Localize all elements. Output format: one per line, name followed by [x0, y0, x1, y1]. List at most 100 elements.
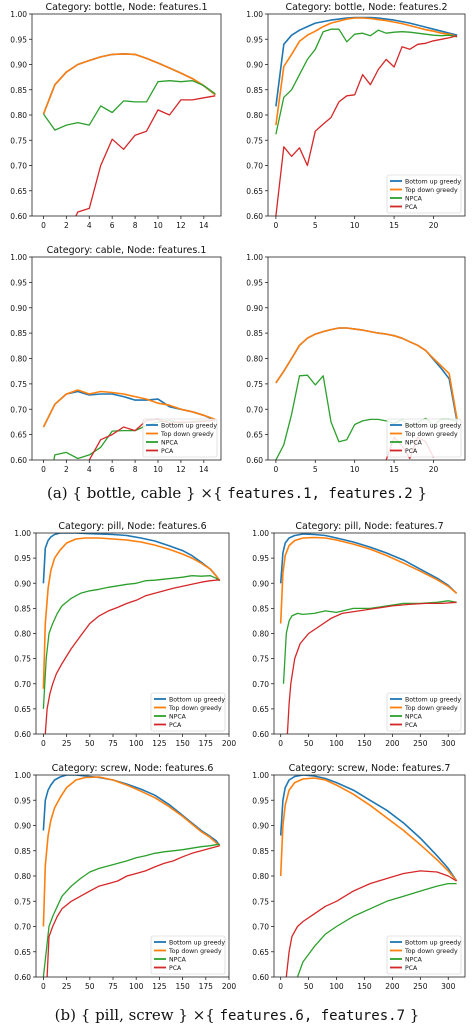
- chart-panel-3: Category: cable, Node: features.1 0.60 0.6…: [10, 245, 222, 474]
- legend-label: PCA: [405, 965, 418, 972]
- legend-box: [150, 692, 226, 732]
- x-tick-label: 14: [199, 221, 209, 230]
- series-line-pca: [46, 845, 220, 977]
- x-tick-label: 10: [350, 465, 360, 474]
- y-tick-label: 0.80: [10, 111, 27, 120]
- y-tick-label: 0.75: [252, 655, 269, 664]
- y-tick-label: 0.65: [252, 705, 269, 714]
- legend-label: NPCA: [405, 439, 423, 446]
- x-tick-label: 75: [108, 739, 118, 748]
- y-tick-label: 0.70: [10, 405, 27, 414]
- y-tick-label: 0.60: [246, 212, 263, 221]
- x-tick-label: 125: [152, 982, 167, 991]
- y-tick-label: 0.75: [14, 897, 31, 906]
- x-tick-label: 0: [41, 465, 46, 474]
- chart-title: Category: screw, Node: features.6: [52, 763, 214, 774]
- x-tick-label: 75: [108, 982, 118, 991]
- legend-label: Top down greedy: [160, 431, 214, 438]
- x-tick-label: 5: [313, 465, 318, 474]
- y-tick-label: 0.90: [10, 304, 27, 313]
- legend-label: PCA: [169, 722, 182, 729]
- y-tick-label: 1.00: [14, 771, 31, 780]
- y-tick-label: 0.75: [252, 897, 269, 906]
- legend-label: NPCA: [405, 195, 423, 202]
- caption-a-times: ×: [200, 484, 213, 502]
- legend-label: PCA: [405, 448, 418, 455]
- legend-label: NPCA: [161, 439, 179, 446]
- x-tick-label: 150: [175, 982, 190, 991]
- series-line-npca: [42, 575, 221, 709]
- legend-box: [386, 935, 462, 975]
- legend-label: Bottom up greedy: [405, 178, 461, 185]
- series-line-top-down: [42, 776, 221, 927]
- y-tick-label: 0.75: [14, 655, 31, 664]
- x-tick-label: 2: [64, 465, 69, 474]
- series-line-npca: [42, 843, 220, 977]
- y-tick-label: 0.65: [246, 431, 263, 440]
- y-tick-label: 0.90: [252, 579, 269, 588]
- y-tick-label: 0.95: [246, 278, 263, 287]
- x-tick-label: 300: [441, 739, 456, 748]
- y-tick-label: 0.65: [252, 948, 269, 957]
- y-tick-label: 0.60: [246, 456, 263, 465]
- y-tick-label: 0.70: [252, 680, 269, 689]
- series-line-top-down: [279, 777, 458, 882]
- legend-label: NPCA: [405, 956, 423, 963]
- legend-box: [386, 174, 462, 214]
- series-group: [42, 775, 221, 977]
- y-tick-label: 0.70: [252, 923, 269, 932]
- x-tick-label: 300: [441, 982, 456, 991]
- series-line-top-down: [275, 17, 458, 126]
- legend-label: PCA: [169, 965, 182, 972]
- x-tick-label: 0: [41, 221, 46, 230]
- y-tick-label: 1.00: [246, 10, 263, 19]
- y-tick-label: 1.00: [252, 529, 269, 538]
- caption-b-times: ×: [192, 1006, 206, 1024]
- x-tick-label: 0: [278, 982, 283, 991]
- series-line-top-down: [42, 537, 221, 689]
- y-tick-label: 0.85: [246, 86, 263, 95]
- x-tick-label: 50: [304, 982, 314, 991]
- x-tick-label: 250: [413, 739, 428, 748]
- plot-frame: [35, 774, 230, 978]
- caption-b-set2: features.6, features.7: [219, 1008, 406, 1024]
- series-group: [275, 16, 458, 216]
- x-tick-label: 10: [350, 221, 360, 230]
- y-tick-label: 1.00: [252, 771, 269, 780]
- x-tick-label: 6: [110, 221, 115, 230]
- y-tick-label: 0.85: [252, 847, 269, 856]
- legend-label: Bottom up greedy: [169, 939, 225, 946]
- legend-label: PCA: [405, 722, 418, 729]
- caption-b: (b) { pill, screw } ×{ features.6, featu…: [0, 1006, 474, 1024]
- y-tick-label: 0.75: [10, 380, 27, 389]
- legend-label: PCA: [161, 448, 174, 455]
- chart-panel-1: Category: bottle, Node: features.1 0.60 0.…: [10, 2, 222, 230]
- legend-label: Top down greedy: [404, 431, 458, 438]
- y-tick-label: 1.00: [10, 10, 27, 19]
- y-tick-label: 0.90: [14, 822, 31, 831]
- legend-label: Top down greedy: [168, 948, 222, 955]
- x-tick-label: 150: [357, 982, 372, 991]
- x-tick-label: 150: [357, 739, 372, 748]
- series-group: [279, 775, 458, 977]
- chart-panel-2: Category: bottle, Node: features.2 0.60 0.…: [246, 2, 466, 230]
- x-tick-label: 12: [176, 221, 186, 230]
- legend-label: Bottom up greedy: [169, 696, 225, 703]
- y-tick-label: 0.60: [10, 212, 27, 221]
- caption-a-set2-close: }: [412, 484, 427, 502]
- y-tick-label: 0.95: [14, 796, 31, 805]
- y-tick-label: 0.70: [14, 923, 31, 932]
- series-line-top-down: [279, 536, 458, 624]
- x-tick-label: 0: [278, 739, 283, 748]
- x-tick-label: 0: [273, 465, 278, 474]
- legend-label: NPCA: [405, 713, 423, 720]
- y-tick-label: 0.70: [246, 162, 263, 171]
- y-tick-label: 0.75: [10, 136, 27, 145]
- legend-label: Bottom up greedy: [161, 422, 217, 429]
- x-tick-label: 14: [199, 465, 209, 474]
- x-tick-label: 8: [133, 221, 138, 230]
- x-tick-label: 0: [41, 982, 46, 991]
- series-line-npca: [42, 80, 216, 131]
